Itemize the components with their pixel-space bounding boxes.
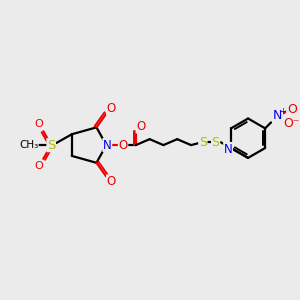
Text: S: S — [212, 136, 220, 148]
Text: O: O — [34, 161, 43, 171]
Text: S: S — [199, 136, 207, 148]
Text: O: O — [136, 120, 146, 133]
Text: O: O — [34, 119, 43, 129]
Text: N: N — [224, 142, 233, 155]
Text: CH₃: CH₃ — [19, 140, 38, 150]
Text: +: + — [279, 107, 286, 116]
Text: O: O — [118, 139, 128, 152]
Text: O⁻: O⁻ — [284, 117, 300, 130]
Text: O: O — [287, 103, 297, 116]
Text: O: O — [106, 175, 116, 188]
Text: N: N — [103, 139, 112, 152]
Text: N: N — [273, 109, 283, 122]
Text: S: S — [47, 139, 56, 152]
Text: O: O — [106, 102, 116, 115]
